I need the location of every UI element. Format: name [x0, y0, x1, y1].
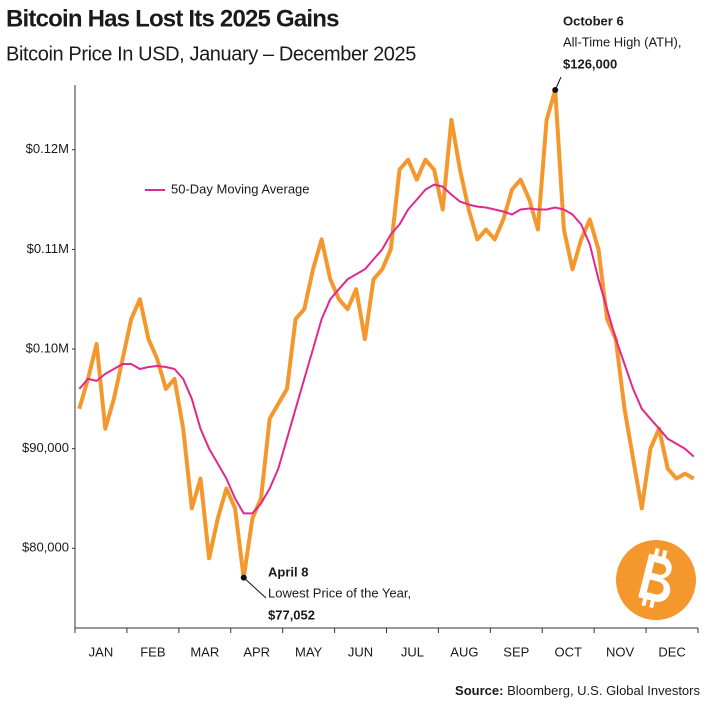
y-tick-label: $90,000 [22, 440, 69, 455]
x-tick-label: JUN [348, 644, 373, 659]
source-text: Bloomberg, U.S. Global Investors [507, 683, 700, 698]
annotation-text: Lowest Price of the Year, [268, 585, 411, 600]
x-tick-label: DEC [658, 644, 685, 659]
x-tick-label: APR [243, 644, 270, 659]
y-tick-label: $0.11M [27, 241, 69, 256]
source-label: Source: [455, 683, 503, 698]
annotation-title: April 8 [268, 564, 308, 579]
logo-glyph [638, 547, 672, 609]
x-tick-label: MAY [295, 644, 323, 659]
x-tick-label: SEP [503, 644, 529, 659]
x-tick-label: NOV [606, 644, 635, 659]
annotation-text: All-Time High (ATH), [563, 34, 681, 49]
annotation-value: $126,000 [563, 56, 617, 71]
y-tick-label: $80,000 [22, 540, 69, 555]
y-tick-label: $0.12M [26, 141, 69, 156]
x-tick-label: OCT [554, 644, 582, 659]
x-tick-label: FEB [140, 644, 165, 659]
chart-title: Bitcoin Has Lost Its 2025 Gains [6, 5, 339, 32]
chart-subtitle: Bitcoin Price In USD, January – December… [6, 43, 416, 65]
annotation-leader [554, 76, 562, 91]
annotation-leader [243, 577, 267, 599]
series-line [78, 183, 695, 515]
legend-label: 50-Day Moving Average [171, 181, 310, 196]
annotation-title: October 6 [563, 13, 624, 28]
series-line [77, 88, 695, 580]
x-tick-label: MAR [190, 644, 219, 659]
y-tick-label: $0.10M [26, 340, 69, 355]
source: Source: Bloomberg, U.S. Global Investors [455, 683, 700, 698]
x-tick-label: JAN [89, 644, 114, 659]
x-tick-label: JUL [401, 644, 424, 659]
x-tick-label: AUG [450, 644, 478, 659]
annotation-value: $77,052 [268, 607, 315, 622]
bitcoin-logo [616, 540, 696, 620]
